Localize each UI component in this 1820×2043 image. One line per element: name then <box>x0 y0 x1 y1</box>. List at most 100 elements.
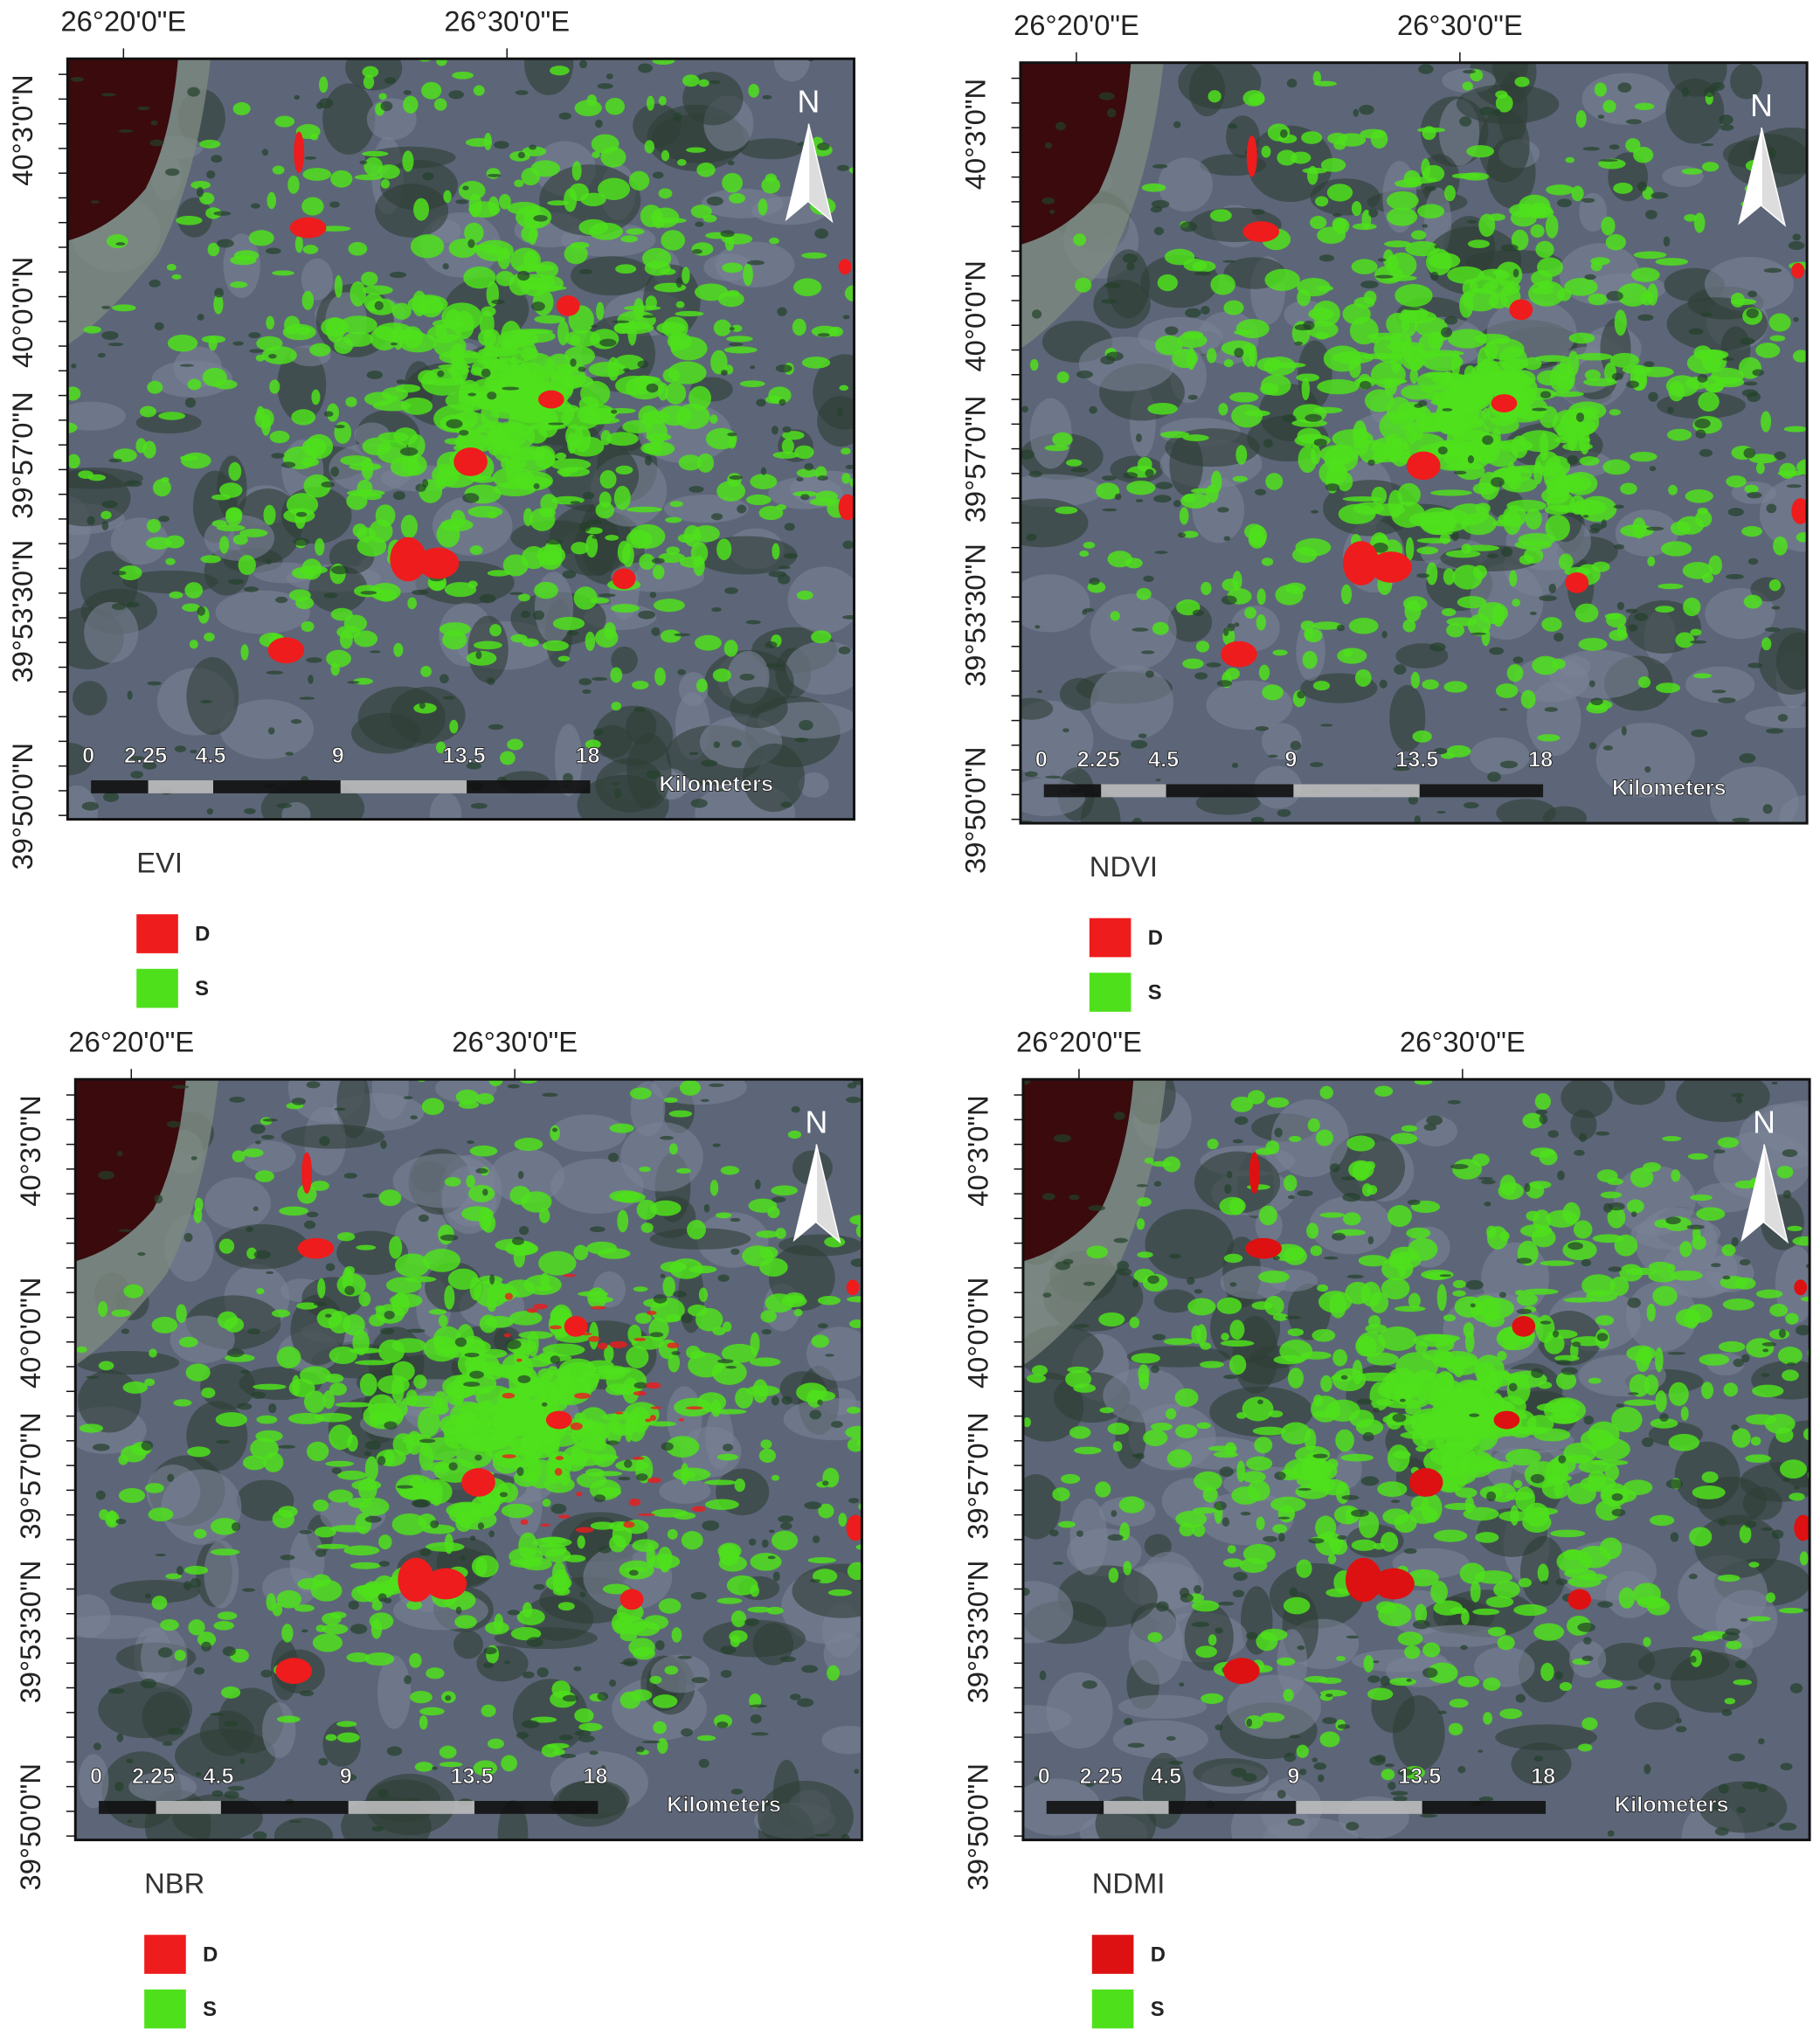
vegetation <box>167 335 198 352</box>
dark-vegetation <box>673 1291 687 1299</box>
vegetation <box>1803 1428 1810 1441</box>
vegetation <box>536 1392 546 1402</box>
vegetation <box>578 218 609 236</box>
vegetation <box>118 1488 146 1504</box>
vegetation <box>161 476 170 483</box>
vegetation <box>315 537 325 556</box>
vegetation <box>1498 1182 1525 1200</box>
dark-vegetation <box>1227 623 1235 632</box>
longitude-label: 26°20'0"E <box>68 1026 194 1058</box>
vegetation <box>781 1295 807 1307</box>
vegetation <box>1744 484 1759 494</box>
vegetation <box>723 640 738 657</box>
vegetation <box>1578 637 1608 651</box>
dark-vegetation <box>1423 1124 1437 1132</box>
dark-vegetation <box>1645 210 1657 219</box>
dark-vegetation <box>1530 1473 1545 1484</box>
dark-vegetation <box>111 603 127 611</box>
vegetation <box>1537 1563 1549 1582</box>
dark-vegetation <box>698 1758 709 1769</box>
dark-vegetation <box>782 426 792 433</box>
vegetation <box>487 1294 497 1312</box>
dark-vegetation <box>479 593 496 604</box>
vegetation <box>1451 173 1482 179</box>
vegetation <box>1442 607 1457 617</box>
dark-vegetation <box>377 1788 389 1797</box>
vegetation <box>1270 1496 1306 1513</box>
vegetation <box>1487 1626 1506 1637</box>
vegetation <box>1199 1361 1224 1368</box>
vegetation <box>336 1721 357 1728</box>
vegetation <box>315 1624 326 1632</box>
dark-vegetation <box>1304 413 1322 422</box>
terrain <box>280 1124 385 1149</box>
dark-vegetation <box>179 364 194 367</box>
vegetation <box>178 1336 198 1347</box>
vegetation <box>423 1249 460 1272</box>
dark-vegetation <box>1224 1184 1232 1195</box>
vegetation <box>1201 1693 1224 1704</box>
dark-vegetation <box>1222 260 1236 263</box>
dark-vegetation <box>1155 1601 1169 1612</box>
vegetation <box>272 165 285 175</box>
dark-vegetation <box>1667 1352 1686 1355</box>
vegetation <box>1370 335 1381 344</box>
dark-vegetation <box>1480 1179 1496 1185</box>
dark-vegetation <box>727 432 737 437</box>
dark-vegetation <box>1290 740 1302 751</box>
vegetation <box>1315 1531 1343 1556</box>
damaged-area <box>540 1523 551 1527</box>
vegetation <box>542 640 569 652</box>
vegetation <box>769 237 779 245</box>
dark-vegetation <box>1246 1718 1253 1728</box>
vegetation <box>1118 1496 1145 1513</box>
dark-vegetation <box>1285 1315 1301 1319</box>
vegetation <box>794 445 814 460</box>
vegetation <box>1107 1423 1130 1435</box>
vegetation <box>391 1513 427 1535</box>
vegetation <box>390 1293 423 1308</box>
damaged-area <box>691 1506 706 1513</box>
vegetation <box>1722 1299 1754 1311</box>
vegetation <box>433 1391 448 1414</box>
vegetation <box>1584 369 1601 381</box>
dark-vegetation <box>1192 609 1205 616</box>
vegetation <box>1296 1559 1312 1578</box>
dark-vegetation <box>1312 1453 1328 1458</box>
dark-vegetation <box>794 738 808 743</box>
dark-vegetation <box>1596 1333 1609 1342</box>
vegetation <box>1191 1600 1220 1612</box>
vegetation <box>1591 561 1610 572</box>
dark-vegetation <box>1466 219 1477 224</box>
vegetation <box>1455 1487 1477 1499</box>
terrain <box>554 724 583 797</box>
vegetation <box>615 264 637 274</box>
north-label: N <box>1753 1105 1775 1140</box>
vegetation <box>276 1346 301 1369</box>
vegetation <box>1472 1608 1500 1616</box>
vegetation <box>1433 1529 1468 1542</box>
dark-vegetation <box>515 90 529 95</box>
vegetation <box>518 1331 553 1340</box>
vegetation <box>1643 1162 1661 1173</box>
dark-vegetation <box>1607 1830 1615 1837</box>
vegetation <box>455 1089 480 1105</box>
sea <box>67 59 178 241</box>
dark-vegetation <box>1122 253 1138 264</box>
dark-vegetation <box>1117 1260 1130 1271</box>
dark-vegetation <box>587 519 603 524</box>
dark-vegetation <box>348 1600 360 1610</box>
dark-vegetation <box>1194 271 1211 276</box>
dark-vegetation <box>690 1591 707 1600</box>
vegetation <box>1752 1384 1784 1398</box>
vegetation <box>1474 1570 1513 1584</box>
vegetation <box>1136 1197 1152 1207</box>
vegetation <box>1650 1514 1675 1527</box>
legend-label: D <box>195 922 210 945</box>
vegetation <box>1761 637 1772 651</box>
vegetation <box>761 177 780 194</box>
dark-vegetation <box>1437 1710 1447 1714</box>
damaged-area <box>1246 135 1257 177</box>
dark-vegetation <box>1590 697 1603 706</box>
vegetation <box>1495 90 1508 99</box>
